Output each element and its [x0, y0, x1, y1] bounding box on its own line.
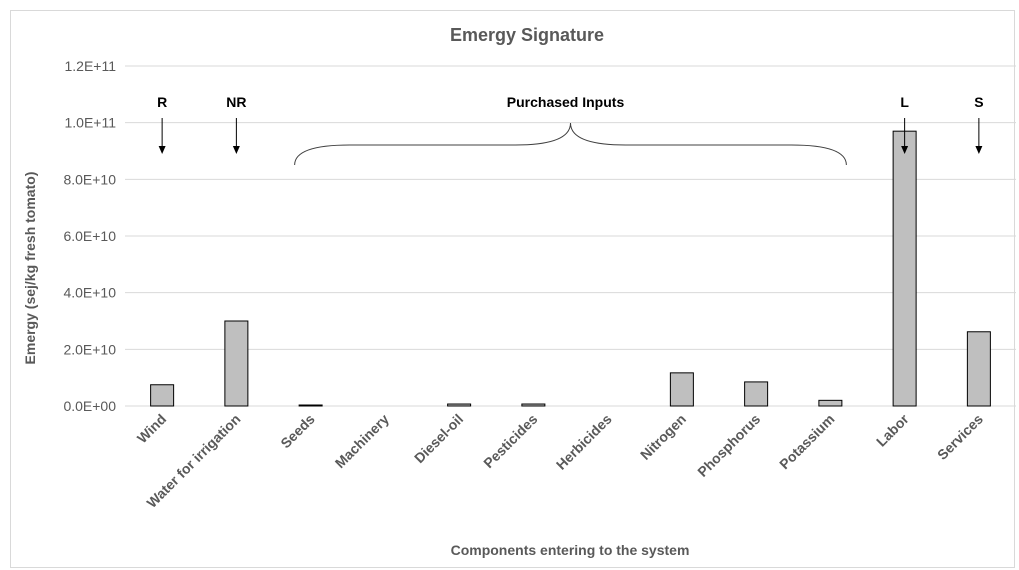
- annotation-arrow-head: [975, 146, 983, 154]
- bar: [966, 331, 991, 407]
- bar: [818, 399, 843, 407]
- gridlines: [125, 65, 1016, 407]
- x-tick-label: Phosphorus: [694, 411, 763, 480]
- annotations: R NR Purchased Inputs L S: [157, 94, 984, 166]
- bar: [447, 403, 472, 407]
- annotation-arrow-head: [158, 146, 166, 154]
- bars: [150, 130, 991, 407]
- annotation-label: S: [974, 94, 983, 110]
- bar: [892, 130, 917, 407]
- y-tick-label: 1.0E+11: [64, 115, 116, 131]
- purchased-inputs-brace: [294, 122, 847, 166]
- annotation-arrow-head: [901, 146, 909, 154]
- bar: [521, 403, 546, 407]
- annotation-label: NR: [226, 94, 246, 110]
- chart-title: Emergy Signature: [450, 25, 604, 45]
- x-tick-label: Seeds: [277, 411, 318, 452]
- x-tick-label: Pesticides: [480, 411, 540, 471]
- x-tick-label: Herbicides: [553, 411, 615, 473]
- y-tick-label: 0.0E+00: [63, 398, 116, 414]
- x-tick-label: Nitrogen: [637, 411, 689, 463]
- y-axis-label: Emergy (sej/kg fresh tomato): [22, 172, 38, 365]
- y-tick-label: 2.0E+10: [63, 341, 116, 357]
- x-tick-label: Wind: [134, 411, 169, 446]
- annotation-label: L: [900, 94, 909, 110]
- annotation-arrow-head: [232, 146, 240, 154]
- x-tick-label: Services: [934, 411, 986, 463]
- bar: [150, 384, 175, 407]
- y-tick-label: 6.0E+10: [63, 228, 116, 244]
- annotation-label: R: [157, 94, 167, 110]
- x-axis-label: Components entering to the system: [451, 542, 690, 558]
- y-tick-label: 8.0E+10: [63, 171, 116, 187]
- y-tick-label: 4.0E+10: [63, 285, 116, 301]
- chart-frame: [10, 10, 1015, 568]
- bar: [298, 404, 323, 407]
- bar: [669, 372, 694, 407]
- bar: [744, 381, 769, 407]
- y-tick-label: 1.2E+11: [64, 58, 116, 74]
- y-tick-labels: 0.0E+00 2.0E+10 4.0E+10 6.0E+10 8.0E+10 1.0E+…: [63, 58, 116, 414]
- purchased-inputs-label: Purchased Inputs: [507, 94, 625, 110]
- x-tick-label: Labor: [873, 410, 912, 449]
- x-tick-label: Diesel-oil: [411, 411, 466, 466]
- x-tick-label: Potassium: [776, 411, 837, 472]
- x-tick-label: Machinery: [332, 411, 392, 471]
- bar: [224, 320, 249, 407]
